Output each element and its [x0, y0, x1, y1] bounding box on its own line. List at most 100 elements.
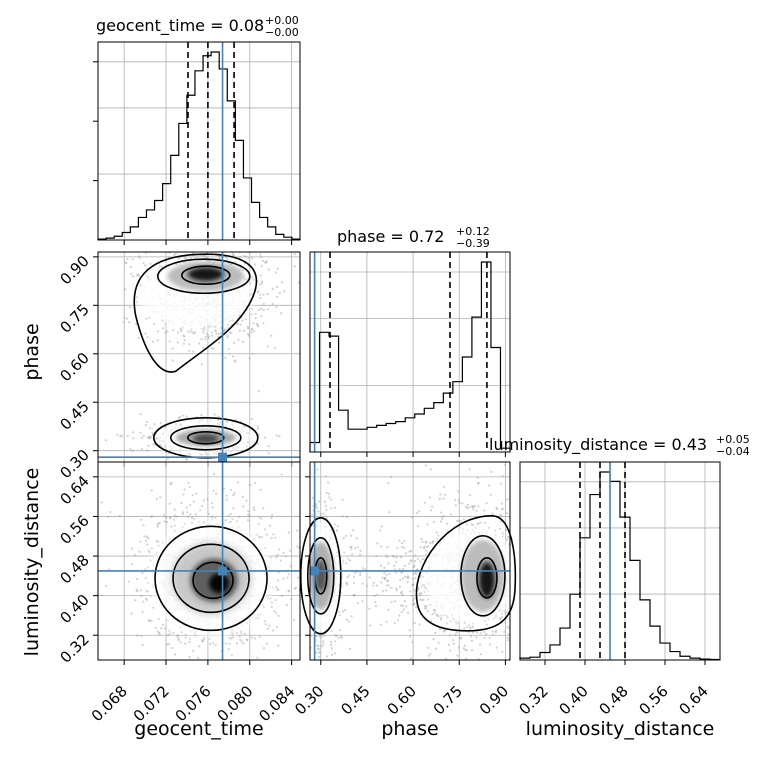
gp-upper-sample-point — [125, 262, 128, 265]
gd-sample-point — [238, 635, 241, 638]
gd-sample-point — [230, 673, 232, 675]
pd-right-sample-point — [520, 564, 522, 566]
gp-upper-sample-point — [216, 244, 218, 246]
pd-right-sample-point — [426, 545, 429, 548]
pd-right-sample-point — [390, 476, 393, 479]
pd-middle-sample-point — [375, 584, 378, 587]
gp-lower-sample-point — [142, 434, 145, 438]
pd-middle-sample-point — [382, 589, 385, 592]
pd-right-sample-point — [531, 573, 533, 575]
gp-lower-sample-point — [185, 458, 189, 461]
gd-sample-point — [201, 660, 203, 662]
pd-right-sample-point — [478, 643, 482, 646]
pd-middle-sample-point — [383, 571, 386, 575]
pd-right-sample-point — [427, 654, 430, 657]
pd-middle-sample-point — [381, 576, 384, 579]
gp-lower-sample-point — [189, 454, 192, 457]
gp-upper-sample-point — [224, 256, 227, 259]
gp-upper-sample-point — [247, 257, 250, 260]
gp-lower-sample-point — [307, 441, 309, 443]
gp-lower-contour-inner — [187, 430, 225, 445]
pd-right-sample-point — [491, 630, 495, 633]
pd-right-sample-point — [452, 639, 455, 642]
pd-right-sample-point — [413, 603, 416, 606]
pd-right-sample-point — [534, 558, 536, 560]
gp-upper-sample-point — [199, 248, 201, 250]
pd-middle-sample-point — [411, 584, 414, 587]
gp-upper-sample-point — [178, 217, 180, 219]
pd-left-sample-point — [327, 481, 330, 484]
gp-lower-sample-point — [120, 434, 123, 437]
gd-ytick-label-4: 0.64 — [56, 472, 92, 508]
gp-upper-sample-point — [228, 331, 231, 334]
pd-middle-sample-point — [419, 598, 422, 601]
pd-right-sample-point — [471, 626, 474, 629]
gp-upper-sample-point — [214, 329, 217, 332]
gp-upper-sample-point — [260, 315, 263, 318]
gd-sample-point — [275, 612, 278, 615]
pd-left-sample-point — [334, 634, 337, 637]
gp-upper-sample-point — [188, 349, 191, 352]
gp-upper-sample-point — [212, 347, 215, 350]
gd-sample-point — [304, 598, 306, 600]
gd-sample-point — [187, 515, 190, 518]
pd-right-sample-point — [437, 615, 440, 618]
gd-sample-point — [264, 623, 267, 626]
hist-luminosity-distance-xtick-label-4: 0.64 — [675, 682, 711, 718]
gp-upper-sample-point — [256, 291, 259, 294]
gp-upper-sample-point — [212, 221, 214, 223]
gd-sample-point — [206, 497, 209, 500]
gd-sample-point — [276, 588, 279, 591]
gp-upper-sample-point — [124, 261, 127, 264]
pd-left-sample-point — [305, 553, 307, 555]
pd-right-sample-point — [472, 523, 475, 527]
pd-right-contour-outer — [415, 515, 517, 632]
pd-right-sample-point — [593, 589, 595, 591]
gd-sample-point — [130, 563, 133, 566]
gp-upper-sample-point — [283, 290, 286, 293]
gd-sample-point — [169, 483, 172, 486]
gp-upper-sample-point — [125, 317, 128, 320]
gp-upper-sample-point — [239, 323, 242, 326]
gd-sample-point — [184, 633, 187, 636]
gp-lower-sample-point — [215, 453, 218, 456]
pd-middle-sample-point — [359, 549, 362, 552]
pd-left-sample-point — [343, 445, 345, 447]
gd-ytick-label-3: 0.56 — [56, 512, 92, 548]
gd-sample-point — [109, 510, 112, 514]
gd-sample-point — [195, 663, 197, 665]
pd-right-sample-point — [461, 502, 464, 505]
gp-upper-sample-point — [236, 323, 239, 326]
gp-upper-sample-point — [201, 242, 203, 244]
pd-right-sample-point — [511, 647, 513, 649]
pd-right-sample-point — [515, 540, 517, 542]
pd-right-sample-point — [445, 522, 448, 525]
gp-upper-sample-point — [191, 330, 194, 334]
pd-right-sample-point — [429, 603, 432, 607]
gd-sample-point — [277, 579, 280, 582]
pd-right-sample-point — [488, 643, 492, 646]
pd-right-sample-point — [470, 639, 474, 643]
pd-right-sample-point — [472, 508, 475, 511]
gp-upper-sample-point — [210, 229, 212, 231]
pd-right-sample-point — [483, 630, 486, 634]
pd-right-sample-point — [491, 512, 494, 515]
gd-sample-point — [172, 631, 175, 634]
gp-upper-contour-mid — [157, 258, 251, 295]
gp-upper-sample-point — [224, 248, 226, 250]
gd-sample-point — [230, 663, 232, 665]
gd-sample-point — [290, 598, 293, 601]
pd-right-sample-point — [429, 652, 432, 655]
gd-sample-point — [186, 511, 189, 514]
gp-lower-sample-point — [104, 439, 107, 442]
pd-left-sample-point — [335, 529, 338, 532]
gp-lower-sample-point — [148, 437, 151, 440]
panel-hist-luminosity-distance: 0.32 0.40 0.48 0.56 0.64 — [515, 461, 721, 718]
pd-right-sample-point — [505, 539, 508, 542]
pd-right-sample-point — [533, 563, 535, 565]
pd-middle-sample-point — [420, 585, 424, 588]
pd-right-sample-point — [419, 591, 422, 595]
gp-upper-sample-point — [183, 238, 185, 240]
gp-upper-sample-point — [226, 334, 229, 337]
gd-sample-point — [151, 515, 154, 518]
